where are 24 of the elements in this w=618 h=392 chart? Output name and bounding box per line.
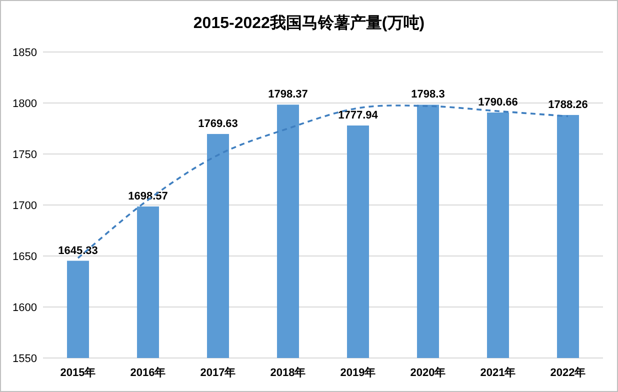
y-tick-label: 1800 [12,98,37,110]
y-tick-label: 1750 [12,149,37,161]
data-label: 1798.3 [411,88,445,101]
chart-title: 2015-2022我国马铃薯产量(万吨) [193,14,425,32]
y-tick-label: 1550 [12,353,37,365]
data-label: 1777.94 [338,110,379,122]
data-label: 1788.26 [548,98,588,111]
y-tick-label: 1600 [12,302,37,314]
data-label: 1698.57 [128,190,168,202]
y-tick-label: 1850 [12,47,37,59]
data-label: 1798.37 [268,88,308,101]
x-tick-label: 2021年 [480,366,516,379]
data-label: 1790.66 [478,96,518,109]
y-tick-label: 1700 [12,200,37,212]
data-label: 1645.33 [58,244,98,257]
data-label: 1769.63 [198,118,238,130]
y-tick-label: 1650 [12,251,37,263]
x-tick-label: 2016年 [130,366,166,379]
x-tick-label: 2022年 [550,366,586,379]
x-tick-label: 2018年 [270,366,306,379]
x-tick-label: 2019年 [340,366,376,379]
x-tick-label: 2020年 [410,366,446,379]
x-tick-label: 2015年 [60,366,96,379]
x-tick-label: 2017年 [200,366,236,379]
